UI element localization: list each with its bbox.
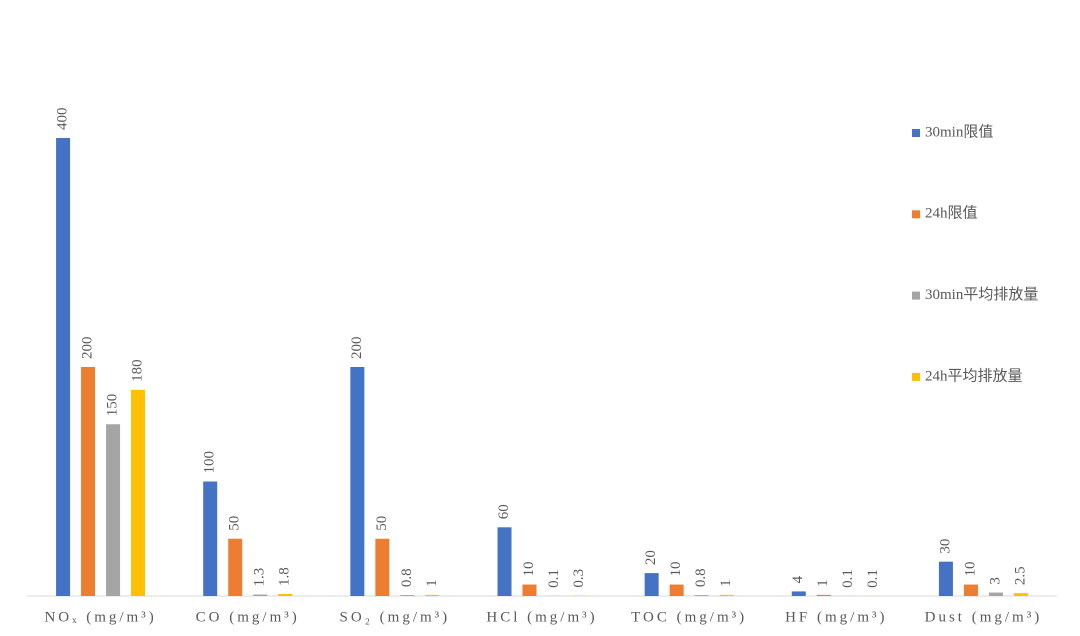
bar <box>253 594 268 596</box>
data-label: 50 <box>374 516 390 531</box>
data-label: 200 <box>80 337 96 360</box>
bar <box>350 367 365 596</box>
data-label: 1.8 <box>277 567 293 586</box>
bar <box>131 389 146 596</box>
bar <box>669 584 684 596</box>
legend-label: 30min平均排放量 <box>925 286 1038 303</box>
data-label: 200 <box>349 337 365 360</box>
data-label: 0.1 <box>840 569 856 588</box>
bar <box>791 591 806 596</box>
bar <box>988 592 1003 596</box>
legend-swatch <box>912 210 920 219</box>
data-label: 1 <box>815 579 831 587</box>
bar <box>694 595 709 596</box>
x-tick-label: Dust (mg/m³) <box>925 609 1043 625</box>
bar <box>81 367 96 596</box>
x-tick-label: SO₂ (mg/m³) <box>340 609 451 625</box>
data-label: 10 <box>962 562 978 577</box>
legend-label: 24h平均排放量 <box>925 367 1023 384</box>
legend-label: 30min限值 <box>925 123 993 140</box>
data-label: 180 <box>130 359 146 382</box>
bar <box>1013 593 1028 596</box>
bar <box>228 538 243 596</box>
bar <box>644 573 659 596</box>
x-tick-label: HCl (mg/m³) <box>486 609 597 625</box>
bar <box>497 527 512 596</box>
data-label: 30 <box>937 539 953 554</box>
data-label: 1 <box>718 579 734 587</box>
x-tick-label: HF (mg/m³) <box>785 609 887 625</box>
data-label: 0.1 <box>546 569 562 588</box>
legend-swatch <box>912 291 920 300</box>
data-label: 20 <box>643 550 659 565</box>
data-label: 150 <box>105 394 121 417</box>
data-label: 4 <box>790 575 806 583</box>
bar <box>400 595 415 596</box>
bar <box>375 538 390 596</box>
bar <box>963 584 978 596</box>
data-label: 10 <box>668 562 684 577</box>
legend-label: 24h限值 <box>925 205 978 222</box>
data-label: 50 <box>227 516 243 531</box>
data-label: 1 <box>424 579 440 587</box>
data-label: 0.1 <box>865 569 881 588</box>
data-label: 10 <box>521 562 537 577</box>
data-label: 2.5 <box>1012 566 1028 585</box>
x-tick-label: CO (mg/m³) <box>196 609 300 625</box>
legend-swatch <box>912 129 920 137</box>
data-label: 60 <box>496 504 512 519</box>
data-label: 0.3 <box>571 569 587 588</box>
bar <box>106 424 121 596</box>
bar <box>938 561 953 596</box>
bar <box>816 594 831 596</box>
data-label: 400 <box>55 108 71 131</box>
data-label: 0.8 <box>693 568 709 587</box>
bar <box>719 594 734 596</box>
legend-swatch <box>912 372 920 381</box>
data-label: 100 <box>202 451 218 474</box>
bar <box>56 138 71 596</box>
bar <box>278 593 293 596</box>
x-tick-label: NOₓ (mg/m³) <box>44 609 156 625</box>
data-label: 1.3 <box>252 568 268 587</box>
bar <box>522 584 537 596</box>
x-tick-label: TOC (mg/m³) <box>631 609 747 625</box>
bar <box>425 594 440 596</box>
data-label: 0.8 <box>399 568 415 587</box>
bar <box>203 481 218 596</box>
data-label: 3 <box>987 577 1003 585</box>
